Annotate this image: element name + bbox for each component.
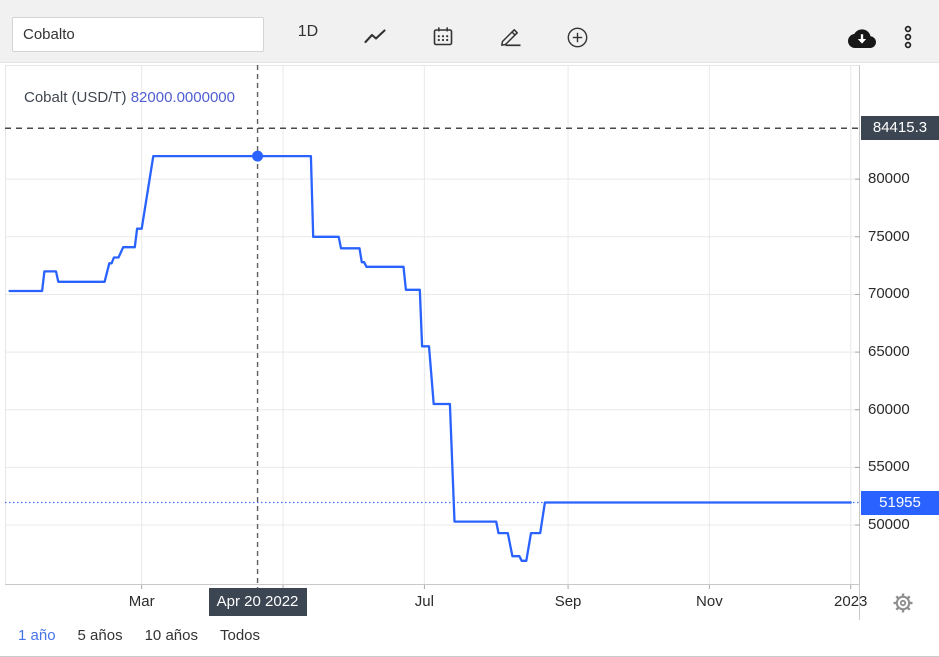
range-button-10y[interactable]: 10 años [144, 627, 198, 644]
legend-symbol-label: Cobalt (USD/T) [24, 89, 127, 106]
crosshair-price-badge: 84415.3 [861, 116, 939, 141]
line-chart-icon[interactable] [358, 21, 392, 53]
chart-legend: Cobalt (USD/T) 82000.0000000 [24, 89, 235, 106]
time-axis[interactable]: Mar Jul Sep Nov 2023 [5, 588, 868, 614]
range-button-all[interactable]: Todos [219, 627, 261, 644]
x-axis-label: 2023 [834, 593, 868, 610]
range-button-1y[interactable]: 1 año [18, 627, 56, 644]
range-button-5y[interactable]: 5 años [77, 627, 123, 644]
y-axis-label: 70000 [868, 285, 910, 303]
settings-gear-icon[interactable] [892, 592, 914, 614]
calendar-icon[interactable] [426, 21, 460, 53]
cloud-download-icon[interactable] [845, 21, 879, 53]
kebab-menu-icon[interactable] [891, 21, 925, 53]
y-axis-label: 50000 [868, 516, 910, 534]
range-selector: 1 año 5 años 10 años Todos [18, 627, 260, 644]
price-chart-canvas[interactable] [5, 65, 866, 620]
crosshair-date-badge: Apr 20 2022 [208, 588, 307, 616]
draw-pencil-icon[interactable] [494, 21, 528, 53]
x-axis-label: Mar [128, 593, 155, 610]
price-series-line [8, 154, 852, 562]
y-axis-label: 75000 [868, 227, 910, 245]
current-price-badge: 51955 [861, 490, 939, 515]
y-axis-label: 60000 [868, 400, 910, 418]
y-axis-label: 80000 [868, 170, 910, 188]
x-axis-label: Nov [696, 593, 723, 610]
x-axis-label: Jul [414, 593, 434, 610]
symbol-search-input[interactable] [12, 17, 264, 52]
interval-button[interactable]: 1D [288, 18, 328, 46]
y-axis-label: 55000 [868, 458, 910, 476]
x-axis-label: Sep [554, 593, 582, 610]
toolbar: 1D [0, 0, 939, 63]
y-axis-label: 65000 [868, 343, 910, 361]
crosshair-marker-dot [252, 150, 264, 162]
legend-price-value: 82000.0000000 [130, 89, 235, 106]
price-axis[interactable]: 50000 55000 60000 65000 70000 75000 80000 [860, 65, 939, 585]
add-circle-icon[interactable] [560, 21, 594, 53]
